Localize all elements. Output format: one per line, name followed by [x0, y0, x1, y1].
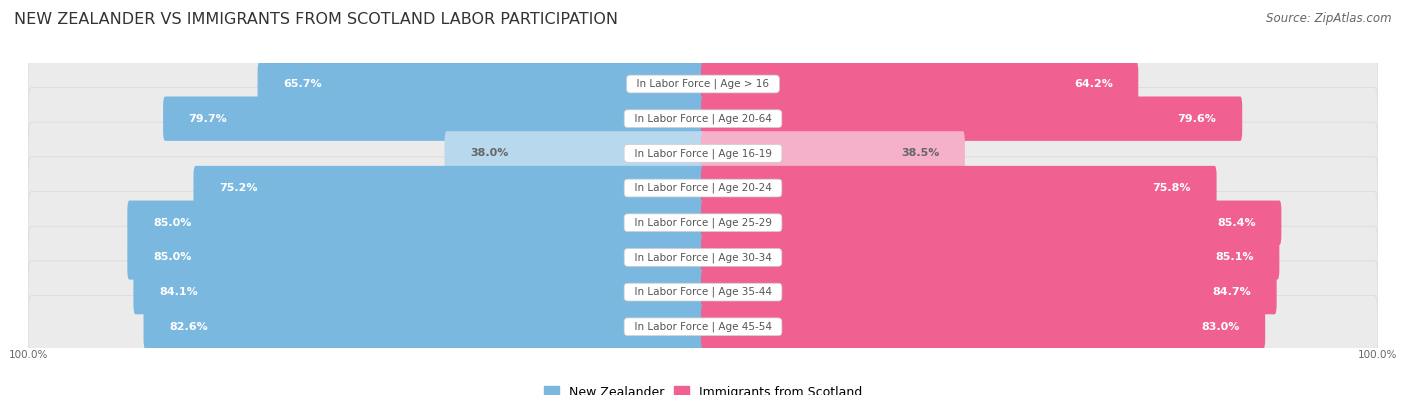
FancyBboxPatch shape	[28, 192, 1378, 254]
FancyBboxPatch shape	[702, 235, 1279, 280]
FancyBboxPatch shape	[702, 270, 1277, 314]
Text: 85.1%: 85.1%	[1215, 252, 1254, 262]
FancyBboxPatch shape	[28, 87, 1378, 150]
Text: NEW ZEALANDER VS IMMIGRANTS FROM SCOTLAND LABOR PARTICIPATION: NEW ZEALANDER VS IMMIGRANTS FROM SCOTLAN…	[14, 12, 619, 27]
Text: In Labor Force | Age 30-34: In Labor Force | Age 30-34	[628, 252, 778, 263]
FancyBboxPatch shape	[702, 305, 1265, 349]
Text: 83.0%: 83.0%	[1201, 322, 1240, 332]
Text: 84.1%: 84.1%	[159, 287, 198, 297]
FancyBboxPatch shape	[702, 166, 1216, 210]
Text: In Labor Force | Age 20-64: In Labor Force | Age 20-64	[628, 113, 778, 124]
FancyBboxPatch shape	[702, 96, 1243, 141]
FancyBboxPatch shape	[128, 235, 704, 280]
FancyBboxPatch shape	[444, 131, 704, 175]
Text: 82.6%: 82.6%	[169, 322, 208, 332]
Text: 75.8%: 75.8%	[1153, 183, 1191, 193]
Text: 85.4%: 85.4%	[1218, 218, 1256, 228]
FancyBboxPatch shape	[28, 122, 1378, 184]
Text: Source: ZipAtlas.com: Source: ZipAtlas.com	[1267, 12, 1392, 25]
Text: In Labor Force | Age 25-29: In Labor Force | Age 25-29	[627, 218, 779, 228]
FancyBboxPatch shape	[28, 261, 1378, 324]
Text: In Labor Force | Age > 16: In Labor Force | Age > 16	[630, 79, 776, 89]
Text: 84.7%: 84.7%	[1212, 287, 1251, 297]
Text: 85.0%: 85.0%	[153, 252, 191, 262]
FancyBboxPatch shape	[163, 96, 704, 141]
FancyBboxPatch shape	[128, 201, 704, 245]
FancyBboxPatch shape	[28, 157, 1378, 219]
Text: In Labor Force | Age 45-54: In Labor Force | Age 45-54	[627, 322, 779, 332]
FancyBboxPatch shape	[194, 166, 704, 210]
Text: 75.2%: 75.2%	[219, 183, 257, 193]
Text: 38.5%: 38.5%	[901, 149, 939, 158]
FancyBboxPatch shape	[28, 295, 1378, 358]
FancyBboxPatch shape	[702, 131, 965, 175]
FancyBboxPatch shape	[28, 53, 1378, 115]
Text: 79.7%: 79.7%	[188, 114, 228, 124]
FancyBboxPatch shape	[702, 62, 1139, 106]
Text: In Labor Force | Age 16-19: In Labor Force | Age 16-19	[627, 148, 779, 159]
Text: In Labor Force | Age 35-44: In Labor Force | Age 35-44	[627, 287, 779, 297]
FancyBboxPatch shape	[257, 62, 704, 106]
Text: 85.0%: 85.0%	[153, 218, 191, 228]
Legend: New Zealander, Immigrants from Scotland: New Zealander, Immigrants from Scotland	[538, 381, 868, 395]
FancyBboxPatch shape	[134, 270, 704, 314]
Text: In Labor Force | Age 20-24: In Labor Force | Age 20-24	[628, 183, 778, 193]
Text: 65.7%: 65.7%	[283, 79, 322, 89]
Text: 79.6%: 79.6%	[1178, 114, 1216, 124]
Text: 38.0%: 38.0%	[470, 149, 509, 158]
Text: 64.2%: 64.2%	[1074, 79, 1112, 89]
FancyBboxPatch shape	[28, 226, 1378, 289]
FancyBboxPatch shape	[702, 201, 1281, 245]
FancyBboxPatch shape	[143, 305, 704, 349]
